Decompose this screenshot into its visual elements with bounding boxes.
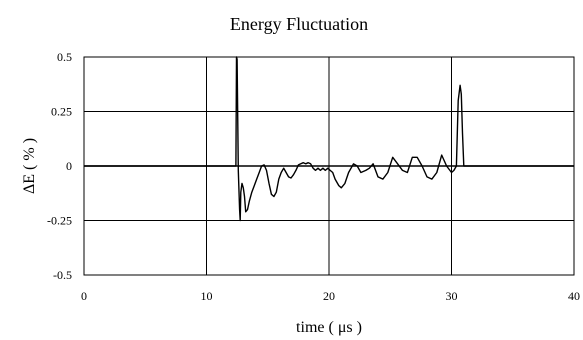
y-tick-label: -0.5 (53, 268, 72, 282)
series-line (84, 56, 574, 222)
x-axis-label: time ( μs ) (296, 319, 362, 336)
x-tick-label: 20 (323, 289, 335, 303)
x-tick-label: 40 (568, 289, 580, 303)
x-tick-label: 10 (201, 289, 213, 303)
y-axis-ticks: 0.5 0.25 0 -0.25 -0.5 (47, 50, 72, 282)
series-layer (84, 56, 574, 222)
y-axis-label: ΔE ( % ) (21, 138, 38, 194)
y-tick-label: 0.25 (51, 105, 72, 119)
y-tick-label: -0.25 (47, 214, 72, 228)
y-tick-label: 0.5 (57, 50, 72, 64)
x-tick-label: 0 (81, 289, 87, 303)
chart-title: Energy Fluctuation (230, 14, 368, 34)
x-axis-ticks: 0 10 20 30 40 (81, 289, 580, 303)
x-tick-label: 30 (446, 289, 458, 303)
y-tick-label: 0 (66, 159, 72, 173)
